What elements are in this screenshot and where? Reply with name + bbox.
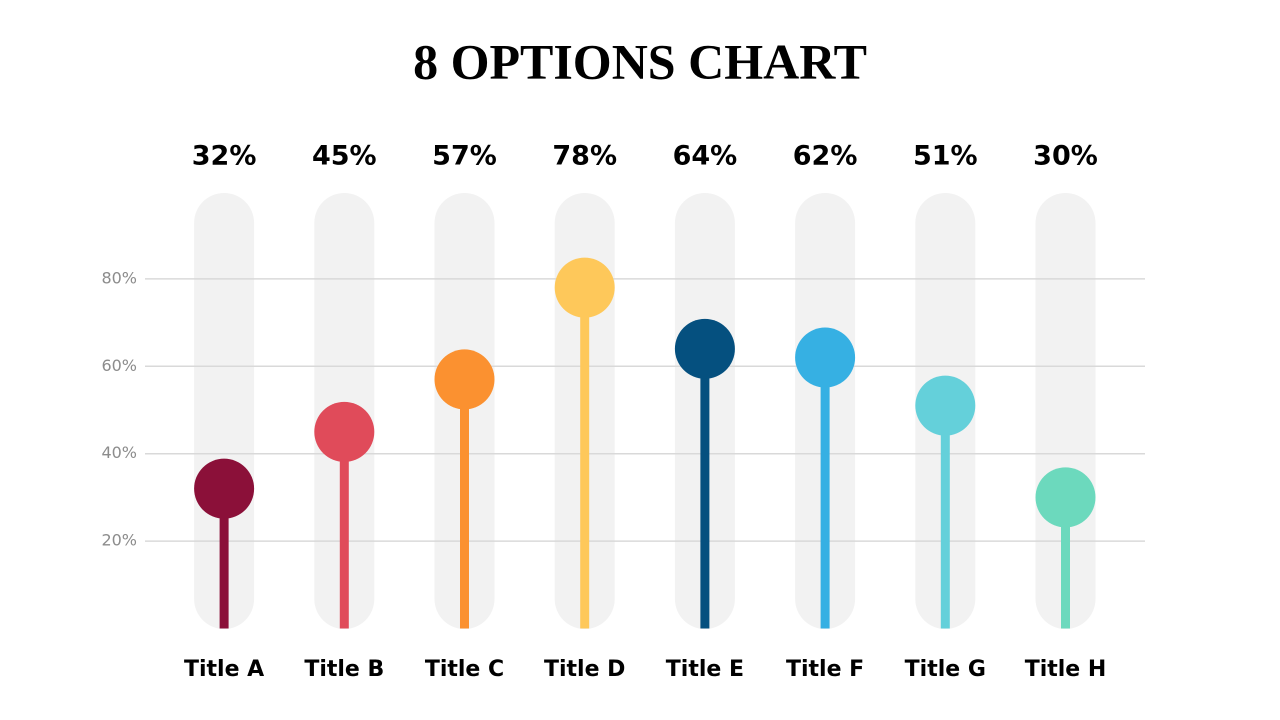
value-label: 45%	[312, 141, 377, 172]
x-tick-label: Title F	[786, 657, 864, 682]
y-tick-label: 40%	[101, 443, 137, 462]
x-tick-label: Title E	[666, 657, 744, 682]
chart-title: 8 OPTIONS CHART	[413, 33, 867, 89]
value-label: 78%	[552, 141, 617, 172]
x-tick-label: Title D	[544, 657, 625, 682]
y-tick-label: 60%	[101, 356, 137, 375]
x-tick-label: Title G	[905, 657, 986, 682]
dot	[314, 401, 375, 462]
value-label: 51%	[913, 141, 978, 172]
x-tick-label: Title H	[1025, 657, 1107, 682]
x-tick-label: Title B	[304, 657, 384, 682]
value-label: 30%	[1033, 141, 1098, 172]
y-tick-label: 80%	[101, 268, 137, 287]
value-label: 57%	[432, 141, 497, 172]
y-tick-label: 20%	[101, 531, 137, 550]
dot	[554, 257, 615, 318]
dot	[674, 318, 735, 379]
track	[194, 193, 255, 629]
dot	[194, 458, 255, 519]
dot	[434, 349, 495, 410]
value-label: 64%	[673, 141, 738, 172]
dot	[1035, 467, 1096, 528]
x-tick-label: Title A	[184, 657, 264, 682]
value-label: 32%	[192, 141, 257, 172]
dot	[795, 327, 856, 388]
dot	[915, 375, 976, 436]
value-label: 62%	[793, 141, 858, 172]
x-tick-label: Title C	[425, 657, 504, 682]
